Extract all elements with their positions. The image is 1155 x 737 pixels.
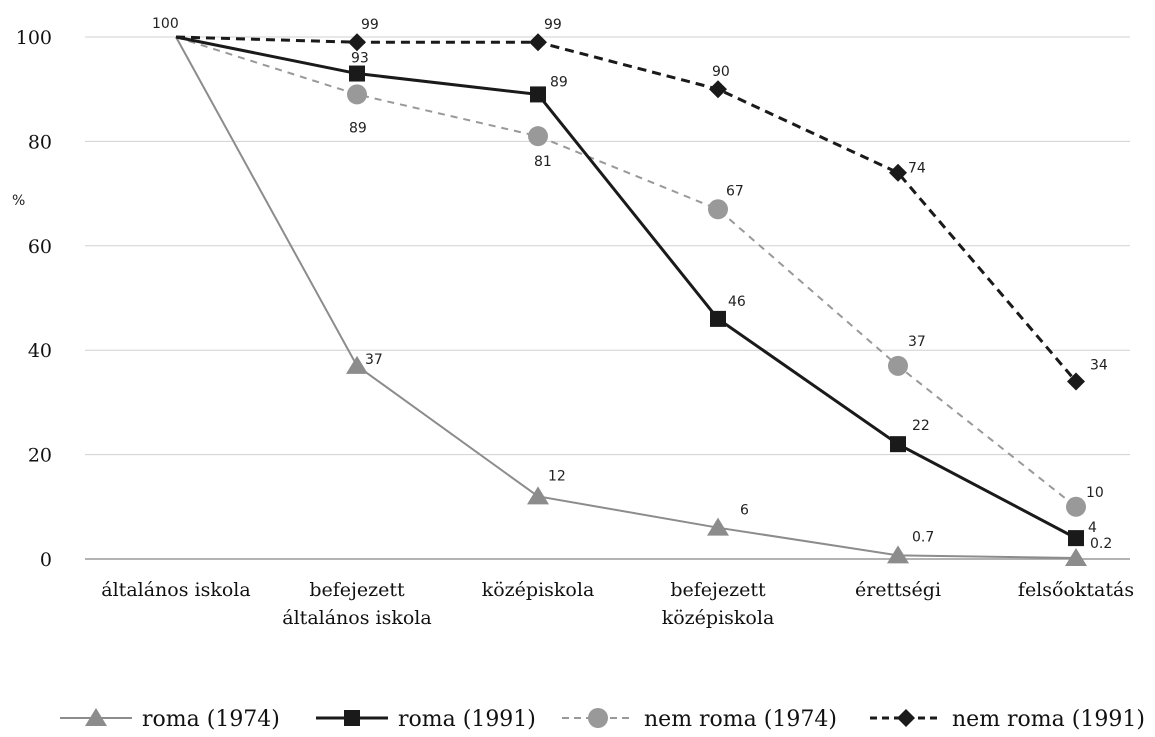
legend-label: roma (1974): [142, 707, 280, 732]
data-label: 89: [349, 120, 367, 136]
circle-marker: [347, 84, 367, 105]
x-tick-label: általános iskola: [282, 607, 431, 629]
data-label: 10: [1086, 485, 1104, 501]
triangle-marker: [887, 545, 909, 564]
data-label: 67: [726, 183, 744, 199]
triangle-marker: [707, 517, 729, 536]
y-tick-label: 40: [28, 340, 52, 362]
diamond-marker: [348, 33, 366, 52]
x-axis-categories: általános iskola befejezett általános isko…: [101, 579, 1134, 629]
square-marker: [344, 710, 360, 726]
series-line: [175, 36, 1077, 508]
data-label: 93: [351, 51, 369, 67]
x-tick-label: középiskola: [482, 579, 595, 601]
y-tick-label: 0: [40, 549, 52, 571]
data-label: 22: [912, 418, 930, 434]
data-label: 46: [728, 294, 746, 310]
y-axis-ticks: 0 20 40 60 80 100: [16, 27, 52, 571]
start-label: 100: [152, 16, 179, 32]
legend: roma (1974) roma (1991) nem roma (1974) nem…: [60, 707, 1145, 732]
square-marker: [530, 86, 546, 103]
data-label: 90: [712, 64, 730, 80]
legend-label: nem roma (1974): [644, 707, 837, 732]
square-marker: [1068, 530, 1084, 547]
legend-label: roma (1991): [398, 707, 536, 732]
data-label: 37: [365, 352, 383, 368]
data-label: 99: [544, 17, 562, 33]
series-group: [175, 33, 1087, 566]
square-marker: [890, 436, 906, 453]
gridlines: [85, 36, 1130, 560]
data-label: 81: [534, 154, 552, 170]
triangle-marker: [1065, 547, 1087, 566]
triangle-marker: [85, 708, 107, 726]
diamond-marker: [889, 163, 907, 182]
data-label: 6: [740, 503, 749, 519]
diamond-marker: [897, 709, 915, 727]
series-line: [175, 36, 1077, 559]
square-marker: [710, 310, 726, 327]
circle-marker: [888, 355, 908, 376]
triangle-marker: [346, 355, 368, 374]
data-label: 0.2: [1090, 536, 1112, 552]
series-line: [175, 35, 1077, 540]
data-labels: 37 12 6 0.7 0.2 93 89 46 22 4 89 81 67 37 10 99 99 90 74 34: [349, 17, 1112, 552]
data-label: 0.7: [912, 529, 934, 545]
data-label: 74: [908, 161, 926, 177]
circle-marker: [708, 199, 728, 220]
x-tick-label: befejezett: [670, 579, 766, 601]
y-tick-label: 60: [28, 236, 52, 258]
data-label: 12: [548, 468, 566, 484]
x-tick-label: felsőoktatás: [1018, 579, 1134, 601]
x-tick-label: befejezett: [309, 579, 405, 601]
triangle-marker: [527, 486, 549, 505]
diamond-marker: [709, 80, 727, 99]
x-tick-label: általános iskola: [101, 579, 250, 601]
x-tick-label: érettségi: [855, 579, 941, 601]
legend-label: nem roma (1991): [952, 707, 1145, 732]
circle-marker: [588, 708, 608, 728]
circle-marker: [1066, 496, 1086, 517]
y-tick-label: 80: [28, 131, 52, 153]
x-tick-label: középiskola: [662, 607, 775, 629]
data-label: 89: [550, 74, 568, 90]
data-label: 99: [361, 17, 379, 33]
diamond-marker: [1067, 372, 1085, 391]
circle-marker: [528, 126, 548, 147]
y-tick-label: 100: [16, 27, 52, 49]
data-label: 4: [1088, 520, 1097, 536]
data-label: 34: [1090, 358, 1108, 374]
diamond-marker: [529, 33, 547, 52]
square-marker: [349, 65, 365, 82]
y-tick-label: 20: [28, 445, 52, 467]
series-line: [175, 35, 1078, 383]
data-label: 37: [908, 334, 926, 350]
y-axis-label: %: [12, 193, 25, 209]
